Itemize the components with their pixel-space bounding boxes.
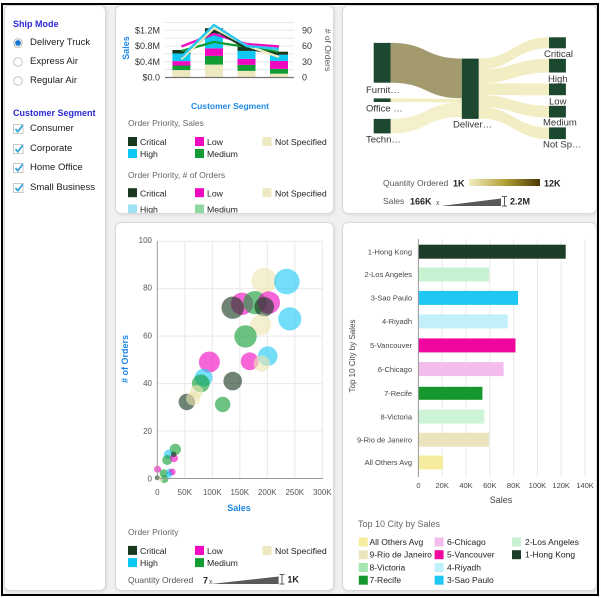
svg-text:12K: 12K: [544, 179, 561, 189]
svg-text:150K: 150K: [230, 488, 249, 497]
svg-text:3-Sao Paulo: 3-Sao Paulo: [447, 575, 494, 585]
svg-text:Not Specified: Not Specified: [275, 188, 327, 198]
svg-text:Low: Low: [207, 546, 224, 556]
svg-text:120K: 120K: [552, 481, 570, 490]
svg-text:0: 0: [148, 475, 153, 484]
svg-text:Critical: Critical: [140, 137, 167, 147]
svg-text:166K: 166K: [410, 197, 432, 207]
svg-text:# of Orders: # of Orders: [323, 29, 333, 72]
svg-text:100K: 100K: [529, 481, 547, 490]
svg-text:9-Rio de Janeiro: 9-Rio de Janeiro: [357, 436, 412, 445]
svg-text:7-Recife: 7-Recife: [370, 575, 402, 585]
svg-text:300K: 300K: [313, 488, 332, 497]
svg-text:200K: 200K: [258, 488, 277, 497]
svg-text:30: 30: [302, 57, 312, 67]
svg-text:Not Specified: Not Specified: [275, 546, 327, 556]
svg-text:4-Riyadh: 4-Riyadh: [382, 317, 412, 326]
svg-text:High: High: [140, 558, 158, 568]
svg-text:8-Victoria: 8-Victoria: [380, 412, 412, 421]
svg-text:80: 80: [143, 284, 152, 293]
svg-text:Sales: Sales: [383, 196, 404, 206]
svg-text:Quantity Ordered: Quantity Ordered: [128, 575, 193, 585]
svg-text:0: 0: [302, 73, 307, 83]
svg-text:Not Sp…: Not Sp…: [543, 140, 582, 151]
svg-text:# of Orders: # of Orders: [120, 335, 130, 383]
svg-text:Not Specified: Not Specified: [275, 137, 327, 147]
svg-text:x: x: [209, 579, 213, 586]
svg-text:80K: 80K: [507, 481, 520, 490]
svg-text:High: High: [140, 205, 158, 214]
svg-text:Low: Low: [549, 97, 567, 108]
svg-text:Furnit…: Furnit…: [366, 85, 400, 96]
svg-text:100: 100: [139, 236, 153, 245]
svg-text:Sales: Sales: [490, 495, 513, 505]
svg-text:6-Chicago: 6-Chicago: [378, 365, 412, 374]
svg-text:20: 20: [143, 427, 152, 436]
svg-text:9-Rio de Janeiro: 9-Rio de Janeiro: [370, 550, 433, 560]
svg-text:High: High: [140, 149, 158, 159]
svg-text:50K: 50K: [178, 488, 193, 497]
svg-text:8-Victoria: 8-Victoria: [370, 563, 406, 573]
svg-text:$0.0: $0.0: [142, 73, 160, 83]
svg-text:140K: 140K: [576, 481, 594, 490]
svg-text:5-Vancouver: 5-Vancouver: [447, 550, 495, 560]
svg-text:Critical: Critical: [544, 49, 573, 60]
svg-text:Low: Low: [207, 188, 224, 198]
svg-text:7-Recife: 7-Recife: [384, 389, 412, 398]
svg-text:250K: 250K: [285, 488, 304, 497]
svg-text:2-Los Angeles: 2-Los Angeles: [364, 270, 412, 279]
svg-text:All Others Avg: All Others Avg: [365, 458, 412, 467]
svg-text:Sales: Sales: [121, 36, 131, 60]
svg-text:Customer Segment: Customer Segment: [191, 101, 269, 111]
svg-text:Medium: Medium: [543, 118, 577, 129]
svg-text:40: 40: [143, 379, 152, 388]
svg-text:0: 0: [416, 481, 420, 490]
svg-text:100K: 100K: [203, 488, 222, 497]
svg-text:60K: 60K: [483, 481, 496, 490]
svg-text:Techn…: Techn…: [366, 135, 401, 146]
svg-text:60: 60: [143, 331, 152, 340]
svg-text:2-Los Angeles: 2-Los Angeles: [525, 537, 579, 547]
svg-text:0: 0: [155, 488, 160, 497]
svg-text:Top 10 City by Sales: Top 10 City by Sales: [348, 320, 357, 393]
svg-text:All Others Avg: All Others Avg: [370, 537, 424, 547]
svg-text:Medium: Medium: [207, 205, 238, 214]
svg-text:1K: 1K: [453, 179, 465, 189]
svg-text:$0.4M: $0.4M: [135, 57, 160, 67]
svg-text:40K: 40K: [459, 481, 472, 490]
svg-text:2.2M: 2.2M: [510, 197, 530, 207]
svg-text:5-Vancouver: 5-Vancouver: [370, 341, 412, 350]
svg-text:$1.2M: $1.2M: [135, 26, 160, 36]
svg-text:Sales: Sales: [227, 503, 251, 513]
svg-text:7: 7: [203, 576, 208, 586]
svg-text:Order Priority: Order Priority: [128, 527, 179, 537]
svg-text:x: x: [436, 200, 440, 207]
svg-text:Critical: Critical: [140, 546, 167, 556]
svg-text:Order Priority, # of Orders: Order Priority, # of Orders: [128, 170, 225, 180]
svg-text:6-Chicago: 6-Chicago: [447, 537, 486, 547]
svg-text:1-Hong Kong: 1-Hong Kong: [525, 550, 575, 560]
svg-text:Office …: Office …: [366, 104, 403, 115]
svg-text:20K: 20K: [436, 481, 449, 490]
svg-text:Medium: Medium: [207, 558, 238, 568]
svg-text:Critical: Critical: [140, 188, 167, 198]
svg-text:Low: Low: [207, 137, 224, 147]
svg-text:1-Hong Kong: 1-Hong Kong: [368, 247, 412, 256]
svg-text:60: 60: [302, 41, 312, 51]
svg-text:Top 10 City by Sales: Top 10 City by Sales: [358, 519, 441, 529]
svg-text:High: High: [548, 74, 568, 85]
svg-text:Quantity Ordered: Quantity Ordered: [383, 178, 448, 188]
svg-text:4-Riyadh: 4-Riyadh: [447, 563, 481, 573]
svg-text:90: 90: [302, 26, 312, 36]
svg-text:1K: 1K: [287, 575, 299, 585]
svg-text:Deliver…: Deliver…: [453, 120, 492, 131]
svg-text:Medium: Medium: [207, 149, 238, 159]
svg-text:$0.8M: $0.8M: [135, 41, 160, 51]
svg-text:Order Priority, Sales: Order Priority, Sales: [128, 118, 204, 128]
svg-text:3-Sao Paulo: 3-Sao Paulo: [371, 294, 412, 303]
